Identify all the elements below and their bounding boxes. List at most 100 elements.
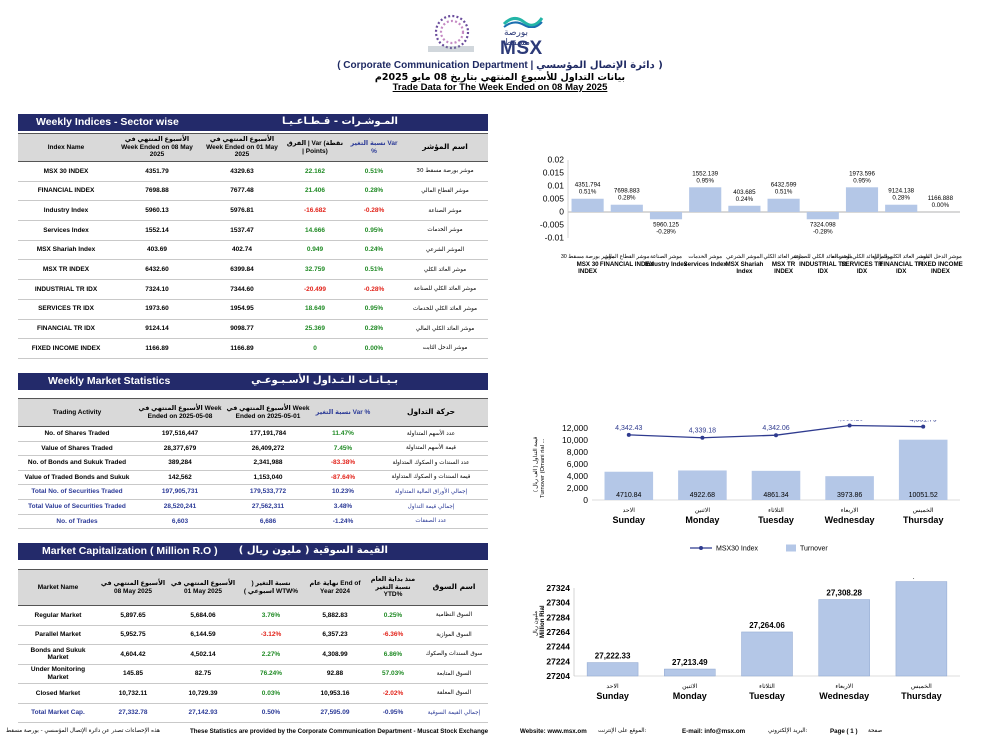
cell-cur: 7324.10 xyxy=(114,279,200,300)
msx30-label: 4,342.06 xyxy=(762,425,789,432)
cell-cur: 27,332.78 xyxy=(98,702,168,723)
cell-var: 18.649 xyxy=(284,299,346,320)
cell-prev: 7677.48 xyxy=(200,181,284,202)
data-label-pct: 0.95% xyxy=(696,177,714,184)
footer-website[interactable]: Website: www.msx.om xyxy=(520,728,587,735)
cell-pct: 0.24% xyxy=(346,240,402,261)
table-row: Industry Index 5960.13 5976.81 -16.682 -0.28… xyxy=(18,200,488,222)
x-tick-label: INDUSTRIAL TR IDX xyxy=(799,261,847,275)
x-tick-label-ar: موشر العائد الكلي xyxy=(763,254,803,260)
table-row: FINANCIAL INDEX 7698.88 7677.48 21.406 0.28%… xyxy=(18,181,488,202)
cell-ar: قيمة السندات و الصكوك المتداولة xyxy=(374,470,488,486)
data-label-value: 6432.599 xyxy=(771,182,797,189)
data-label-pct: 0.51% xyxy=(775,189,793,196)
cell-pct: -0.28% xyxy=(346,200,402,222)
cell-prev: 6,144.59 xyxy=(168,625,238,645)
legend-bar-swatch xyxy=(786,544,796,552)
bar xyxy=(571,198,604,212)
data-label-value: 1166.888 xyxy=(928,195,954,202)
cell-ytd: -2.02% xyxy=(366,683,420,704)
cell-pct: 7.45% xyxy=(312,441,374,457)
cell-name: Industry Index xyxy=(18,200,114,222)
col-prev-week: الأسبوع المنتهي في 01 May 2025 xyxy=(168,569,238,606)
cell-prev: 10,729.39 xyxy=(168,683,238,704)
x-tick-label: Sunday xyxy=(596,691,629,701)
col-wtw: نسبة التغير ( اسبوعي ) WTW% xyxy=(238,569,304,606)
table-row: Under Monitoring Market 145.85 82.75 76.24%… xyxy=(18,664,488,684)
y-tick-label: 4,000 xyxy=(567,471,589,481)
cell-name: Services Index xyxy=(18,220,114,241)
x-tick-label: Industry Index xyxy=(645,261,688,268)
stats-section-bar: Weekly Market Statistics بـيـانـات الـتـ… xyxy=(18,373,488,390)
cell-pct: -0.28% xyxy=(346,279,402,300)
y-tick-label: 0.015 xyxy=(543,168,565,178)
turnover-label: 3973.86 xyxy=(837,492,862,499)
market-cap-bar xyxy=(741,631,793,677)
cell-cur: 4351.79 xyxy=(114,161,200,182)
cell-wtw: 3.76% xyxy=(238,605,304,626)
report-header: بورصة مسقط MSX ( Corporate Communication… xyxy=(0,0,1000,96)
cell-pct: -83.38% xyxy=(312,455,374,471)
cell-prev: 6399.84 xyxy=(200,259,284,281)
x-tick-label-ar: موشر العائد الكلي المالي xyxy=(873,254,929,260)
cell-cur: 10,732.11 xyxy=(98,683,168,704)
data-label-pct: 0.51% xyxy=(579,189,597,196)
cell-eoy: 92.88 xyxy=(304,664,366,684)
data-label-value: 4351.794 xyxy=(575,182,601,189)
data-label-pct: 0.24% xyxy=(736,196,754,203)
cell-var: 0.949 xyxy=(284,240,346,261)
x-tick-label: Monday xyxy=(673,691,707,701)
footer-page-ar: صفحة xyxy=(868,728,883,734)
cell-cur: 1166.89 xyxy=(114,338,200,359)
cell-ytd: 0.25% xyxy=(366,605,420,626)
page-footer: هذه الإحصاءات تصدر عن دائرة الإتصال المؤ… xyxy=(0,726,1000,740)
cell-cur: 5,952.75 xyxy=(98,625,168,645)
cell-cur: 7698.88 xyxy=(114,181,200,202)
cell-pct: 11.47% xyxy=(312,426,374,442)
table-row: MSX TR INDEX 6432.60 6399.84 32.759 0.51% موش… xyxy=(18,259,488,281)
cell-cur: 4,604.42 xyxy=(98,644,168,665)
cell-name: Regular Market xyxy=(18,605,98,626)
data-label-pct: 0.95% xyxy=(853,177,871,184)
msx30-point xyxy=(626,432,631,437)
cell-var: -20.499 xyxy=(284,279,346,300)
cell-name: Bonds and Sukuk Market xyxy=(18,644,98,665)
cell-var: 32.759 xyxy=(284,259,346,281)
cell-name: Total Market Cap. xyxy=(18,702,98,723)
msx-logo: بورصة مسقط MSX xyxy=(426,6,546,59)
data-label-value: 1973.596 xyxy=(849,170,875,177)
table-header-row: Index Name الأسبوع المنتهي في Week Ended… xyxy=(18,133,488,162)
cell-pct: 0.28% xyxy=(346,181,402,202)
data-label-value: 403.685 xyxy=(733,189,756,196)
footer-email[interactable]: E-mail: info@msx.om xyxy=(682,728,746,735)
cell-name: Parallel Market xyxy=(18,625,98,645)
market-cap-table: Market Name الأسبوع المنتهي في 08 May 20… xyxy=(18,569,488,723)
indices-table: Index Name الأسبوع المنتهي في Week Ended… xyxy=(18,133,488,359)
turnover-bar xyxy=(604,471,654,500)
market-stats-table: Trading Activity الأسبوع المنتهي في Week… xyxy=(18,398,488,530)
cell-cur: 1973.60 xyxy=(114,299,200,320)
x-tick-label-line: IDX xyxy=(896,268,907,275)
legend-line-marker xyxy=(699,546,703,550)
cell-pct: 3.48% xyxy=(312,498,374,515)
cell-var: -16.682 xyxy=(284,200,346,222)
data-label-pct: 0.00% xyxy=(932,202,950,209)
x-tick-label-line: MSX 30 xyxy=(577,261,600,268)
table-header-row: Trading Activity الأسبوع المنتهي في Week… xyxy=(18,398,488,427)
cell-var: 0 xyxy=(284,338,346,359)
table-row: No. of Trades 6,603 6,686 -1.24% عدد الصفقات xyxy=(18,513,488,530)
cell-prev: 26,409,272 xyxy=(224,441,312,457)
x-tick-label: FINANCIAL INDEX xyxy=(600,261,655,268)
cell-pct: 10.23% xyxy=(312,484,374,500)
cell-name: Under Monitoring Market xyxy=(18,664,98,684)
x-tick-label-line: INDEX xyxy=(774,268,794,275)
x-tick-label-ar: موشر العائد الكلي للصناعة xyxy=(793,254,852,260)
msx-wave-icon xyxy=(502,17,544,28)
vision-logo-icon xyxy=(428,14,474,52)
cell-ar: موشر الصناعة xyxy=(402,200,488,222)
y-tick-label: 0.01 xyxy=(547,181,564,191)
cell-ar: السوق النظامية xyxy=(420,605,488,626)
y-tick-label: 6,000 xyxy=(567,459,589,469)
footer-note-en: These Statistics are provided by the Cor… xyxy=(190,728,489,735)
indices-section-bar: Weekly Indices - Sector wise المـوشـرات … xyxy=(18,114,488,131)
